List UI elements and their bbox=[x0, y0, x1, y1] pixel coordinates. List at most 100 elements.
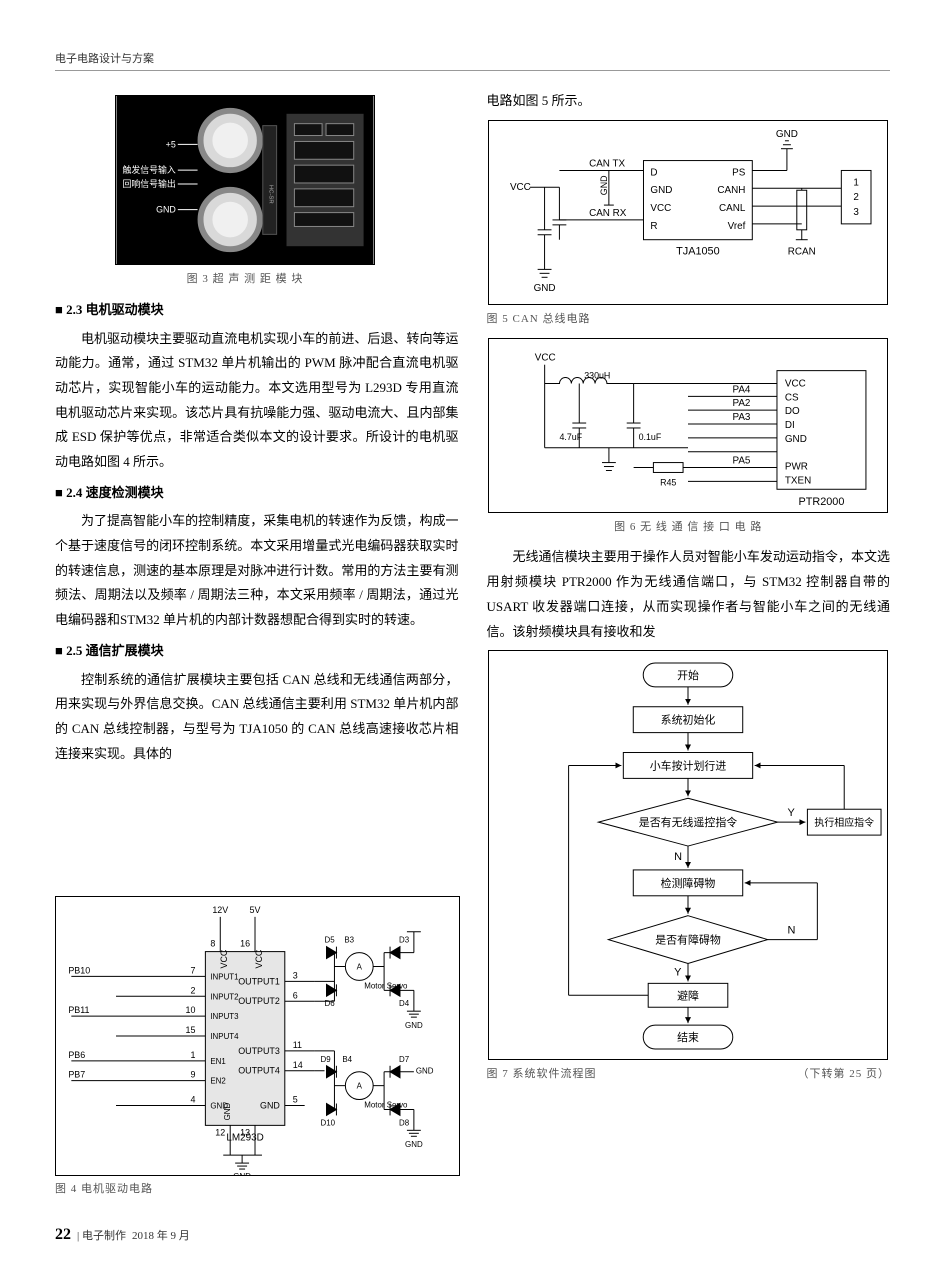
svg-text:3: 3 bbox=[293, 970, 298, 980]
svg-text:GND: GND bbox=[776, 129, 798, 140]
fig7-continue: （下转第 25 页） bbox=[798, 1064, 891, 1085]
figure-4: LM293D 8 12V 16 5V VCC VCC 12 13 GND OUT… bbox=[55, 896, 460, 1176]
svg-text:5V: 5V bbox=[250, 905, 261, 915]
svg-text:触发信号输入: 触发信号输入 bbox=[123, 164, 176, 175]
svg-text:B4: B4 bbox=[342, 1055, 352, 1064]
svg-text:Motor Servo: Motor Servo bbox=[364, 981, 408, 990]
svg-text:GND: GND bbox=[405, 1021, 423, 1030]
svg-text:D6: D6 bbox=[325, 999, 336, 1008]
footer-journal: | 电子制作 bbox=[77, 1227, 126, 1243]
svg-text:VCC: VCC bbox=[785, 378, 806, 389]
svg-text:OUTPUT3: OUTPUT3 bbox=[238, 1046, 280, 1056]
svg-text:D8: D8 bbox=[399, 1118, 410, 1127]
svg-text:PS: PS bbox=[732, 167, 746, 178]
figure-6: VCC 330uH 4.7uF 0.1uF R4 bbox=[488, 338, 888, 513]
svg-text:GND: GND bbox=[651, 185, 673, 196]
heading-2-4: 2.4 速度检测模块 bbox=[55, 481, 459, 506]
svg-text:PB7: PB7 bbox=[68, 1070, 85, 1080]
svg-text:DO: DO bbox=[785, 406, 800, 417]
svg-text:执行相应指令: 执行相应指令 bbox=[815, 816, 875, 829]
svg-text:VCC: VCC bbox=[219, 949, 229, 968]
para-2-5: 控制系统的通信扩展模块主要包括 CAN 总线和无线通信两部分，用来实现与外界信息… bbox=[55, 668, 459, 767]
svg-text:GND: GND bbox=[260, 1100, 280, 1110]
svg-text:TXEN: TXEN bbox=[785, 475, 811, 486]
svg-text:RCAN: RCAN bbox=[788, 246, 816, 257]
figure-3: HC-SR +5 触发信号输入 回响信号输出 GND bbox=[115, 95, 375, 265]
svg-text:INPUT1: INPUT1 bbox=[210, 972, 239, 981]
svg-text:PB6: PB6 bbox=[68, 1050, 85, 1060]
svg-text:6: 6 bbox=[293, 990, 298, 1000]
svg-text:GND: GND bbox=[785, 433, 807, 444]
svg-text:GND: GND bbox=[223, 1102, 232, 1120]
svg-text:B3: B3 bbox=[344, 936, 354, 945]
svg-text:INPUT2: INPUT2 bbox=[210, 992, 239, 1001]
svg-text:GND: GND bbox=[405, 1140, 423, 1149]
svg-text:D7: D7 bbox=[399, 1055, 410, 1064]
svg-text:GND: GND bbox=[599, 175, 609, 195]
heading-2-3: 2.3 电机驱动模块 bbox=[55, 298, 459, 323]
svg-text:16: 16 bbox=[240, 939, 250, 949]
svg-text:D4: D4 bbox=[399, 999, 410, 1008]
svg-text:N: N bbox=[788, 925, 796, 937]
svg-text:7: 7 bbox=[190, 965, 195, 975]
svg-text:N: N bbox=[674, 851, 682, 863]
figure-4-caption: 图 4 电机驱动电路 bbox=[55, 1180, 460, 1196]
svg-text:OUTPUT2: OUTPUT2 bbox=[238, 996, 280, 1006]
svg-text:VCC: VCC bbox=[510, 182, 531, 193]
svg-text:CAN RX: CAN RX bbox=[589, 208, 627, 219]
svg-text:GND: GND bbox=[534, 283, 556, 294]
svg-text:HC-SR: HC-SR bbox=[268, 185, 274, 204]
svg-text:CANH: CANH bbox=[718, 185, 746, 196]
figure-6-caption: 图 6 无 线 通 信 接 口 电 路 bbox=[487, 517, 891, 538]
section-header: 电子电路设计与方案 bbox=[55, 50, 890, 71]
svg-text:GND: GND bbox=[416, 1067, 434, 1076]
svg-text:EN2: EN2 bbox=[210, 1077, 226, 1086]
svg-text:Vref: Vref bbox=[728, 221, 746, 232]
svg-text:Y: Y bbox=[788, 807, 796, 819]
svg-text:12V: 12V bbox=[212, 905, 228, 915]
svg-text:GND: GND bbox=[156, 205, 176, 215]
svg-text:A: A bbox=[357, 962, 363, 971]
svg-text:1: 1 bbox=[854, 177, 860, 188]
svg-text:回响信号输出: 回响信号输出 bbox=[123, 178, 176, 189]
svg-text:PB10: PB10 bbox=[68, 965, 90, 975]
svg-text:2: 2 bbox=[854, 192, 860, 203]
section-title: 电子电路设计与方案 bbox=[55, 53, 154, 65]
figure-3-caption: 图 3 超 声 测 距 模 块 bbox=[115, 269, 375, 290]
svg-text:开始: 开始 bbox=[677, 668, 699, 682]
svg-text:检测障碍物: 检测障碍物 bbox=[661, 876, 716, 890]
svg-text:系统初始化: 系统初始化 bbox=[661, 713, 716, 727]
svg-text:9: 9 bbox=[190, 1070, 195, 1080]
svg-text:10: 10 bbox=[186, 1005, 196, 1015]
right-mid-para: 无线通信模块主要用于操作人员对智能小车发动运动指令，本文选用射频模块 PTR20… bbox=[487, 545, 891, 644]
svg-text:3: 3 bbox=[854, 207, 860, 218]
heading-2-5: 2.5 通信扩展模块 bbox=[55, 639, 459, 664]
svg-text:D3: D3 bbox=[399, 936, 410, 945]
para-2-4: 为了提高智能小车的控制精度，采集电机的转速作为反馈，构成一个基于速度信号的闭环控… bbox=[55, 509, 459, 632]
figure-7-caption: 图 7 系统软件流程图 （下转第 25 页） bbox=[487, 1064, 891, 1085]
svg-text:D: D bbox=[651, 167, 658, 178]
svg-text:是否有障碍物: 是否有障碍物 bbox=[655, 933, 721, 947]
svg-text:5: 5 bbox=[293, 1095, 298, 1105]
svg-text:R: R bbox=[651, 221, 658, 232]
page-footer: 22 | 电子制作 2018 年 9 月 bbox=[55, 1226, 190, 1244]
right-column: 电路如图 5 所示。 VCC GND CAN TX bbox=[487, 89, 891, 1093]
para-2-3: 电机驱动模块主要驱动直流电机实现小车的前进、后退、转向等运动能力。通常，通过 S… bbox=[55, 327, 459, 475]
svg-text:小车按计划行进: 小车按计划行进 bbox=[650, 759, 727, 773]
fig7-label: 图 7 系统软件流程图 bbox=[487, 1064, 597, 1085]
svg-text:D9: D9 bbox=[321, 1055, 332, 1064]
svg-text:PWR: PWR bbox=[785, 461, 808, 472]
svg-text:+5: +5 bbox=[166, 139, 176, 149]
svg-text:PTR2000: PTR2000 bbox=[799, 496, 845, 508]
svg-text:D10: D10 bbox=[321, 1118, 336, 1127]
svg-text:TJA1050: TJA1050 bbox=[676, 245, 720, 257]
svg-text:2: 2 bbox=[190, 985, 195, 995]
svg-text:是否有无线遥控指令: 是否有无线遥控指令 bbox=[639, 815, 737, 829]
page-number: 22 bbox=[55, 1226, 71, 1244]
svg-text:PA2: PA2 bbox=[733, 398, 751, 409]
svg-text:CANL: CANL bbox=[719, 203, 746, 214]
svg-text:Motor Servo: Motor Servo bbox=[364, 1100, 408, 1109]
svg-text:VCC: VCC bbox=[535, 352, 556, 363]
svg-text:VCC: VCC bbox=[254, 949, 264, 968]
figure-5: VCC GND CAN TX CAN RX GND bbox=[488, 120, 888, 305]
